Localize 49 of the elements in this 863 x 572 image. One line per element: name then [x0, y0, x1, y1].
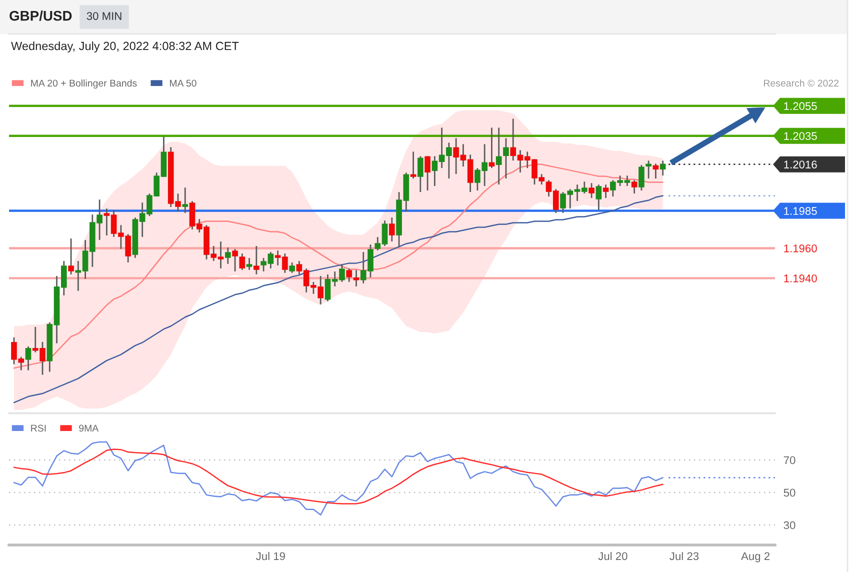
candlestick [388, 218, 395, 242]
candlestick [660, 160, 666, 176]
candlestick [488, 128, 495, 168]
annotation: Research © 2022 [764, 79, 839, 87]
candlestick [25, 346, 32, 370]
candlestick [246, 258, 252, 270]
y-tick-label: 1.1960 [784, 244, 817, 252]
candlestick [646, 160, 652, 179]
legend-label: 9MA [79, 424, 99, 432]
candlestick [503, 138, 509, 179]
y-tick-label: 1.2035 [784, 132, 817, 140]
candlestick [652, 164, 659, 179]
candlestick [182, 188, 188, 213]
line-series [13, 441, 664, 516]
y-tick-label: 30 [784, 521, 796, 530]
candlestick [596, 184, 602, 210]
y-tick-label: 70 [784, 456, 796, 464]
candlestick [418, 156, 424, 192]
candlestick [353, 270, 360, 286]
y-tick-label: 1.2016 [784, 160, 817, 168]
line-series [13, 195, 664, 404]
candlestick [602, 184, 609, 198]
legend-label: MA 50 [170, 80, 196, 87]
text: 30 MIN [86, 12, 122, 20]
text: Wednesday, July 20, 2022 4:08:32 AM CET [11, 42, 239, 52]
candlestick [496, 128, 502, 184]
candlestick [68, 238, 74, 274]
candlestick [232, 249, 238, 272]
line-series [13, 448, 664, 504]
y-tick-label: 1.2055 [784, 102, 817, 110]
candlestick [424, 156, 430, 190]
candlestick [588, 183, 594, 198]
y-tick-label: 1.1985 [784, 207, 817, 215]
x-tick-label: Aug 2 [741, 552, 770, 562]
x-tick-label: Jul 20 [598, 552, 628, 560]
x-tick-label: Jul 19 [256, 552, 285, 560]
candlestick [346, 268, 352, 282]
candlestick [254, 246, 260, 274]
candlestick [224, 248, 231, 264]
y-tick-label: 50 [784, 488, 796, 497]
candlestick [631, 180, 638, 194]
x-tick-label: Jul 23 [670, 552, 699, 560]
y-tick-label: 1.1940 [784, 274, 817, 282]
chart-title: GBP/USD [10, 10, 72, 21]
legend-label: MA 20 + Bollinger Bands [31, 79, 137, 89]
candlestick [638, 165, 644, 190]
candlestick [410, 152, 416, 179]
candlestick [239, 254, 246, 270]
legend-label: RSI [31, 424, 46, 432]
